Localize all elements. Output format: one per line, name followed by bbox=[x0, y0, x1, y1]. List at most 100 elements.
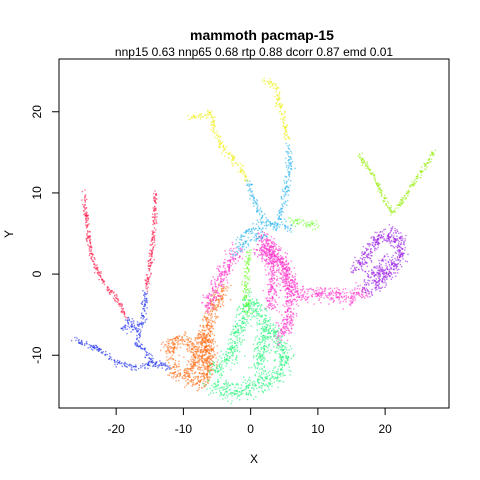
data-point bbox=[237, 325, 239, 327]
data-point bbox=[237, 252, 239, 254]
data-point bbox=[220, 142, 222, 145]
data-point bbox=[196, 351, 199, 353]
data-point bbox=[228, 268, 230, 270]
data-point bbox=[202, 334, 204, 336]
data-point bbox=[192, 382, 195, 384]
data-point bbox=[283, 116, 285, 118]
data-point bbox=[293, 308, 295, 310]
data-point bbox=[290, 319, 293, 321]
data-point bbox=[269, 319, 271, 321]
data-point bbox=[248, 311, 250, 313]
data-point bbox=[259, 344, 261, 346]
data-point bbox=[312, 223, 314, 225]
data-point bbox=[194, 371, 197, 373]
data-point bbox=[126, 363, 128, 366]
data-point bbox=[144, 299, 146, 302]
data-point bbox=[208, 366, 210, 368]
data-point bbox=[226, 391, 228, 393]
data-point bbox=[278, 341, 281, 343]
data-point bbox=[203, 354, 206, 357]
data-point bbox=[275, 352, 277, 354]
data-point bbox=[190, 340, 192, 342]
data-point bbox=[390, 272, 392, 274]
data-point bbox=[266, 261, 268, 263]
data-point bbox=[381, 280, 383, 282]
data-point bbox=[288, 305, 290, 307]
data-point bbox=[211, 365, 213, 368]
data-point bbox=[196, 357, 199, 359]
data-point bbox=[154, 190, 156, 192]
data-point bbox=[284, 267, 286, 269]
data-point bbox=[197, 378, 199, 380]
data-point bbox=[212, 368, 214, 370]
data-point bbox=[289, 280, 291, 283]
data-point bbox=[221, 274, 223, 276]
data-point bbox=[244, 299, 247, 301]
data-point bbox=[155, 363, 157, 366]
data-point bbox=[225, 294, 227, 296]
data-point bbox=[253, 362, 255, 365]
data-point bbox=[311, 289, 313, 291]
data-point bbox=[259, 306, 262, 308]
data-point bbox=[214, 136, 216, 139]
data-point bbox=[285, 292, 288, 294]
data-point bbox=[191, 342, 194, 344]
data-point bbox=[245, 290, 247, 292]
data-point bbox=[141, 301, 143, 304]
data-point bbox=[247, 263, 249, 265]
data-point bbox=[214, 382, 216, 384]
data-point bbox=[263, 246, 266, 249]
data-point bbox=[146, 274, 148, 276]
data-point bbox=[259, 250, 261, 252]
data-point bbox=[280, 260, 282, 262]
data-point bbox=[290, 332, 293, 334]
data-point bbox=[351, 296, 353, 298]
data-point bbox=[85, 207, 87, 209]
data-point bbox=[248, 249, 251, 252]
data-point bbox=[393, 272, 395, 274]
data-point bbox=[205, 326, 208, 328]
data-point bbox=[242, 308, 244, 311]
data-point bbox=[392, 261, 394, 264]
data-point bbox=[197, 366, 200, 369]
data-point bbox=[197, 342, 199, 344]
data-point bbox=[144, 310, 146, 312]
data-point bbox=[204, 377, 206, 379]
data-point bbox=[211, 324, 213, 326]
data-point bbox=[339, 289, 341, 291]
data-point bbox=[138, 332, 141, 335]
data-point bbox=[285, 181, 288, 183]
data-point bbox=[222, 371, 225, 373]
data-point bbox=[275, 292, 277, 294]
data-point bbox=[261, 211, 263, 213]
data-point bbox=[276, 222, 278, 225]
data-point bbox=[358, 294, 361, 296]
data-point bbox=[282, 120, 284, 123]
data-point bbox=[241, 281, 243, 283]
data-point bbox=[281, 269, 283, 272]
data-point bbox=[142, 323, 144, 325]
data-point bbox=[244, 271, 246, 273]
data-point bbox=[207, 112, 209, 115]
data-point bbox=[282, 211, 284, 213]
data-point bbox=[270, 242, 273, 244]
data-point bbox=[357, 285, 359, 287]
data-point bbox=[325, 294, 327, 296]
data-point bbox=[283, 365, 285, 367]
data-point bbox=[176, 341, 178, 344]
data-point bbox=[370, 291, 372, 293]
data-point bbox=[270, 256, 272, 258]
data-point bbox=[268, 320, 270, 322]
data-point bbox=[219, 366, 221, 368]
data-point bbox=[244, 285, 246, 287]
data-point bbox=[203, 315, 206, 317]
data-point bbox=[242, 164, 244, 167]
data-point bbox=[291, 286, 293, 288]
data-point bbox=[272, 226, 275, 228]
data-point bbox=[253, 301, 255, 303]
data-point bbox=[264, 254, 267, 256]
data-point bbox=[199, 337, 201, 339]
data-point bbox=[211, 290, 214, 292]
data-point bbox=[254, 385, 257, 387]
data-point bbox=[214, 383, 217, 386]
